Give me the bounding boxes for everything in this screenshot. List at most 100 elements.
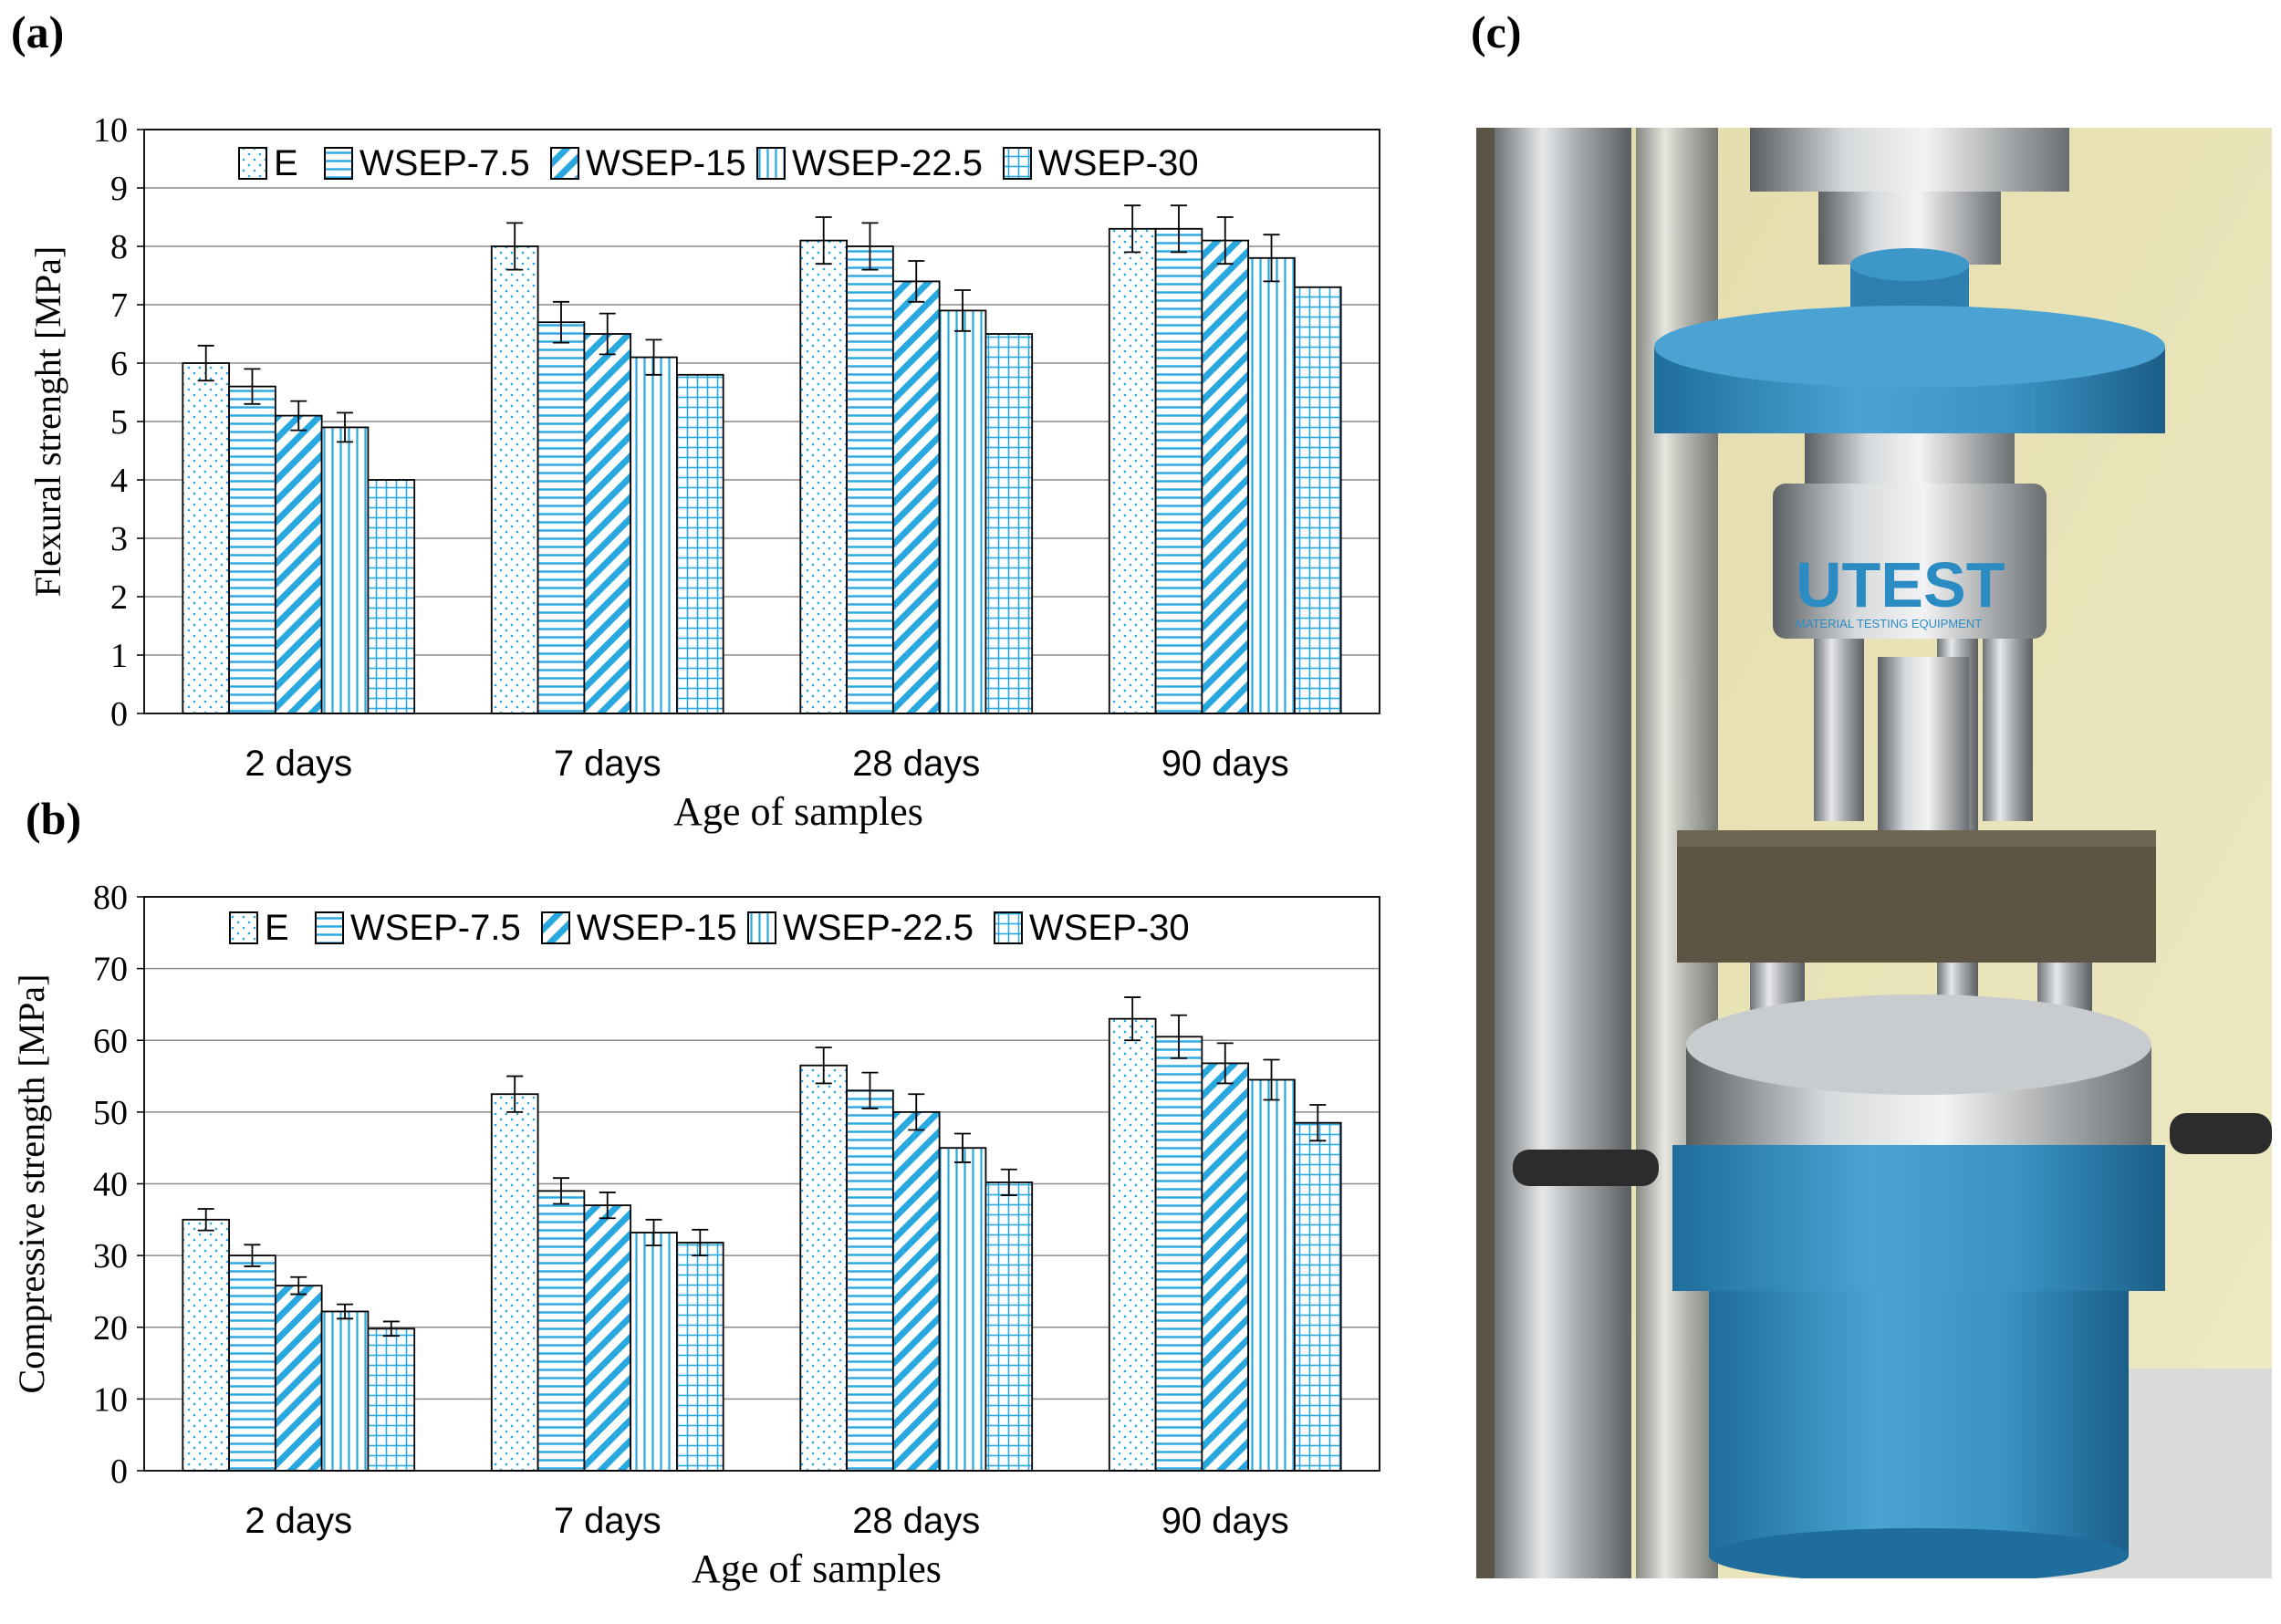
mortar-specimen-top: [1677, 830, 2156, 847]
y-tick-label: 20: [93, 1309, 128, 1348]
load-cell-subtext: MATERIAL TESTING EQUIPMENT: [1796, 617, 1982, 630]
error-bar: [1170, 1014, 1187, 1059]
y-tick-label: 9: [110, 170, 128, 208]
bar-wsep-22.5-90-days: [1247, 256, 1296, 714]
y-tick-label: 8: [110, 228, 128, 266]
x-tick-label: 2 days: [245, 744, 352, 784]
legend-item-wsep-22.5: WSEP-22.5: [756, 143, 983, 183]
error-bar: [815, 216, 832, 265]
x-tick-label: 28 days: [852, 1501, 980, 1541]
error-bar: [599, 1192, 616, 1220]
bar-wsep-15-90-days: [1201, 1062, 1250, 1472]
legend-item-wsep-15: WSEP-15: [550, 143, 746, 183]
bar-wsep-15-2-days: [274, 414, 323, 714]
bar-wsep-22.5-28-days: [938, 309, 987, 714]
y-axis-label: Flexural strenght [MPa]: [27, 246, 68, 597]
y-tick-label: 10: [93, 111, 128, 150]
error-bar: [645, 338, 662, 376]
error-bar: [197, 344, 214, 382]
legend-item-wsep-22.5: WSEP-22.5: [747, 908, 974, 948]
error-bar: [1263, 234, 1280, 283]
lower-cylinder: [1709, 1291, 2129, 1556]
bar-wsep-30-7-days: [676, 373, 724, 714]
error-bar: [337, 1303, 354, 1320]
bar-wsep-22.5-2-days: [320, 426, 370, 714]
bar-wsep-22.5-7-days: [630, 356, 678, 714]
legend-item-wsep-30: WSEP-30: [1003, 143, 1199, 183]
bar-e-7-days: [490, 245, 539, 714]
bar-wsep-30-28-days: [984, 1182, 1034, 1472]
bar-wsep-30-2-days: [367, 1327, 416, 1472]
y-tick-label: 2: [110, 578, 128, 617]
y-tick-label: 6: [110, 345, 128, 383]
y-tick-label: 0: [110, 1452, 128, 1491]
flexural-strength-chart: 0 1 2 3 4 5 6 7 8 9 10 2 days 7 days 28 days 90 days Ag…: [27, 111, 1380, 834]
bar-wsep-7.5-90-days: [1154, 1036, 1203, 1472]
svg-text:E: E: [274, 143, 298, 183]
bar-wsep-7.5-90-days: [1154, 227, 1203, 714]
bar-wsep-7.5-28-days: [846, 245, 894, 714]
legend-item-e: E: [229, 908, 289, 948]
error-bar: [1000, 1168, 1017, 1196]
bar-wsep-15-28-days: [891, 1110, 941, 1472]
bar-wsep-30-90-days: [1294, 286, 1342, 714]
x-axis-label: Age of samples: [692, 1546, 942, 1591]
svg-text:WSEP-30: WSEP-30: [1029, 908, 1190, 948]
y-tick-label: 10: [93, 1380, 128, 1419]
bar-wsep-22.5-90-days: [1247, 1078, 1296, 1472]
panel-label-b: (b): [26, 793, 82, 844]
bar-wsep-15-7-days: [583, 1204, 632, 1472]
svg-text:WSEP-22.5: WSEP-22.5: [783, 908, 974, 948]
bar-wsep-15-2-days: [274, 1285, 323, 1472]
bar-e-28-days: [799, 1064, 848, 1472]
x-axis-label: Age of samples: [673, 789, 923, 834]
legend-item-wsep-7.5: WSEP-7.5: [324, 143, 530, 183]
error-bar: [290, 1275, 307, 1296]
legend-item-wsep-30: WSEP-30: [994, 908, 1190, 948]
bar-wsep-30-7-days: [676, 1242, 724, 1472]
error-bar: [1170, 204, 1187, 254]
bar-wsep-7.5-7-days: [536, 1190, 586, 1472]
bar-wsep-7.5-2-days: [228, 385, 276, 714]
error-bar: [908, 1093, 925, 1131]
bar-wsep-15-28-days: [891, 280, 941, 714]
loading-nose-right: [1983, 639, 2033, 821]
bar-e-90-days: [1108, 1017, 1157, 1472]
bar-wsep-15-7-days: [583, 333, 632, 714]
error-bar: [645, 1218, 662, 1247]
y-tick-label: 50: [93, 1094, 128, 1132]
error-bar: [692, 1228, 709, 1257]
loading-nose-left: [1814, 639, 1864, 821]
compressive-strength-chart: 0 10 20 30 40 50 60 70 80 2 days 7 days 28 days 90 d…: [11, 879, 1380, 1591]
error-bar: [1309, 1104, 1327, 1142]
svg-text:E: E: [265, 908, 289, 948]
svg-text:WSEP-22.5: WSEP-22.5: [792, 143, 983, 183]
bar-wsep-22.5-2-days: [320, 1310, 370, 1472]
svg-text:WSEP-15: WSEP-15: [586, 143, 746, 183]
x-tick-label: 28 days: [852, 744, 980, 784]
lower-base: [1672, 1145, 2165, 1291]
error-bar: [1216, 216, 1234, 265]
error-bar: [552, 1177, 569, 1205]
y-axis-label: Compressive strength [MPa]: [11, 974, 52, 1394]
panel-label-c: (c): [1471, 6, 1522, 57]
loading-nose: [1878, 657, 1969, 830]
mortar-specimen: [1677, 830, 2156, 963]
legend-item-wsep-15: WSEP-15: [541, 908, 737, 948]
bar-wsep-30-90-days: [1294, 1121, 1342, 1472]
upper-collar-top: [1850, 248, 1969, 281]
x-tick-label: 90 days: [1161, 744, 1289, 784]
bar-wsep-7.5-28-days: [846, 1089, 894, 1472]
bar-e-7-days: [490, 1093, 539, 1472]
error-bar: [506, 222, 524, 271]
error-bar: [382, 1320, 400, 1338]
bar-wsep-22.5-7-days: [630, 1232, 678, 1472]
y-tick-label: 80: [93, 879, 128, 917]
error-bar: [861, 222, 879, 271]
side-handle-left: [1513, 1150, 1659, 1186]
legend-item-wsep-7.5: WSEP-7.5: [315, 908, 521, 948]
lower-cylinder-bottom: [1709, 1528, 2129, 1578]
error-bar: [506, 1075, 524, 1113]
error-bar: [1216, 1042, 1234, 1085]
bar-e-2-days: [182, 362, 230, 714]
